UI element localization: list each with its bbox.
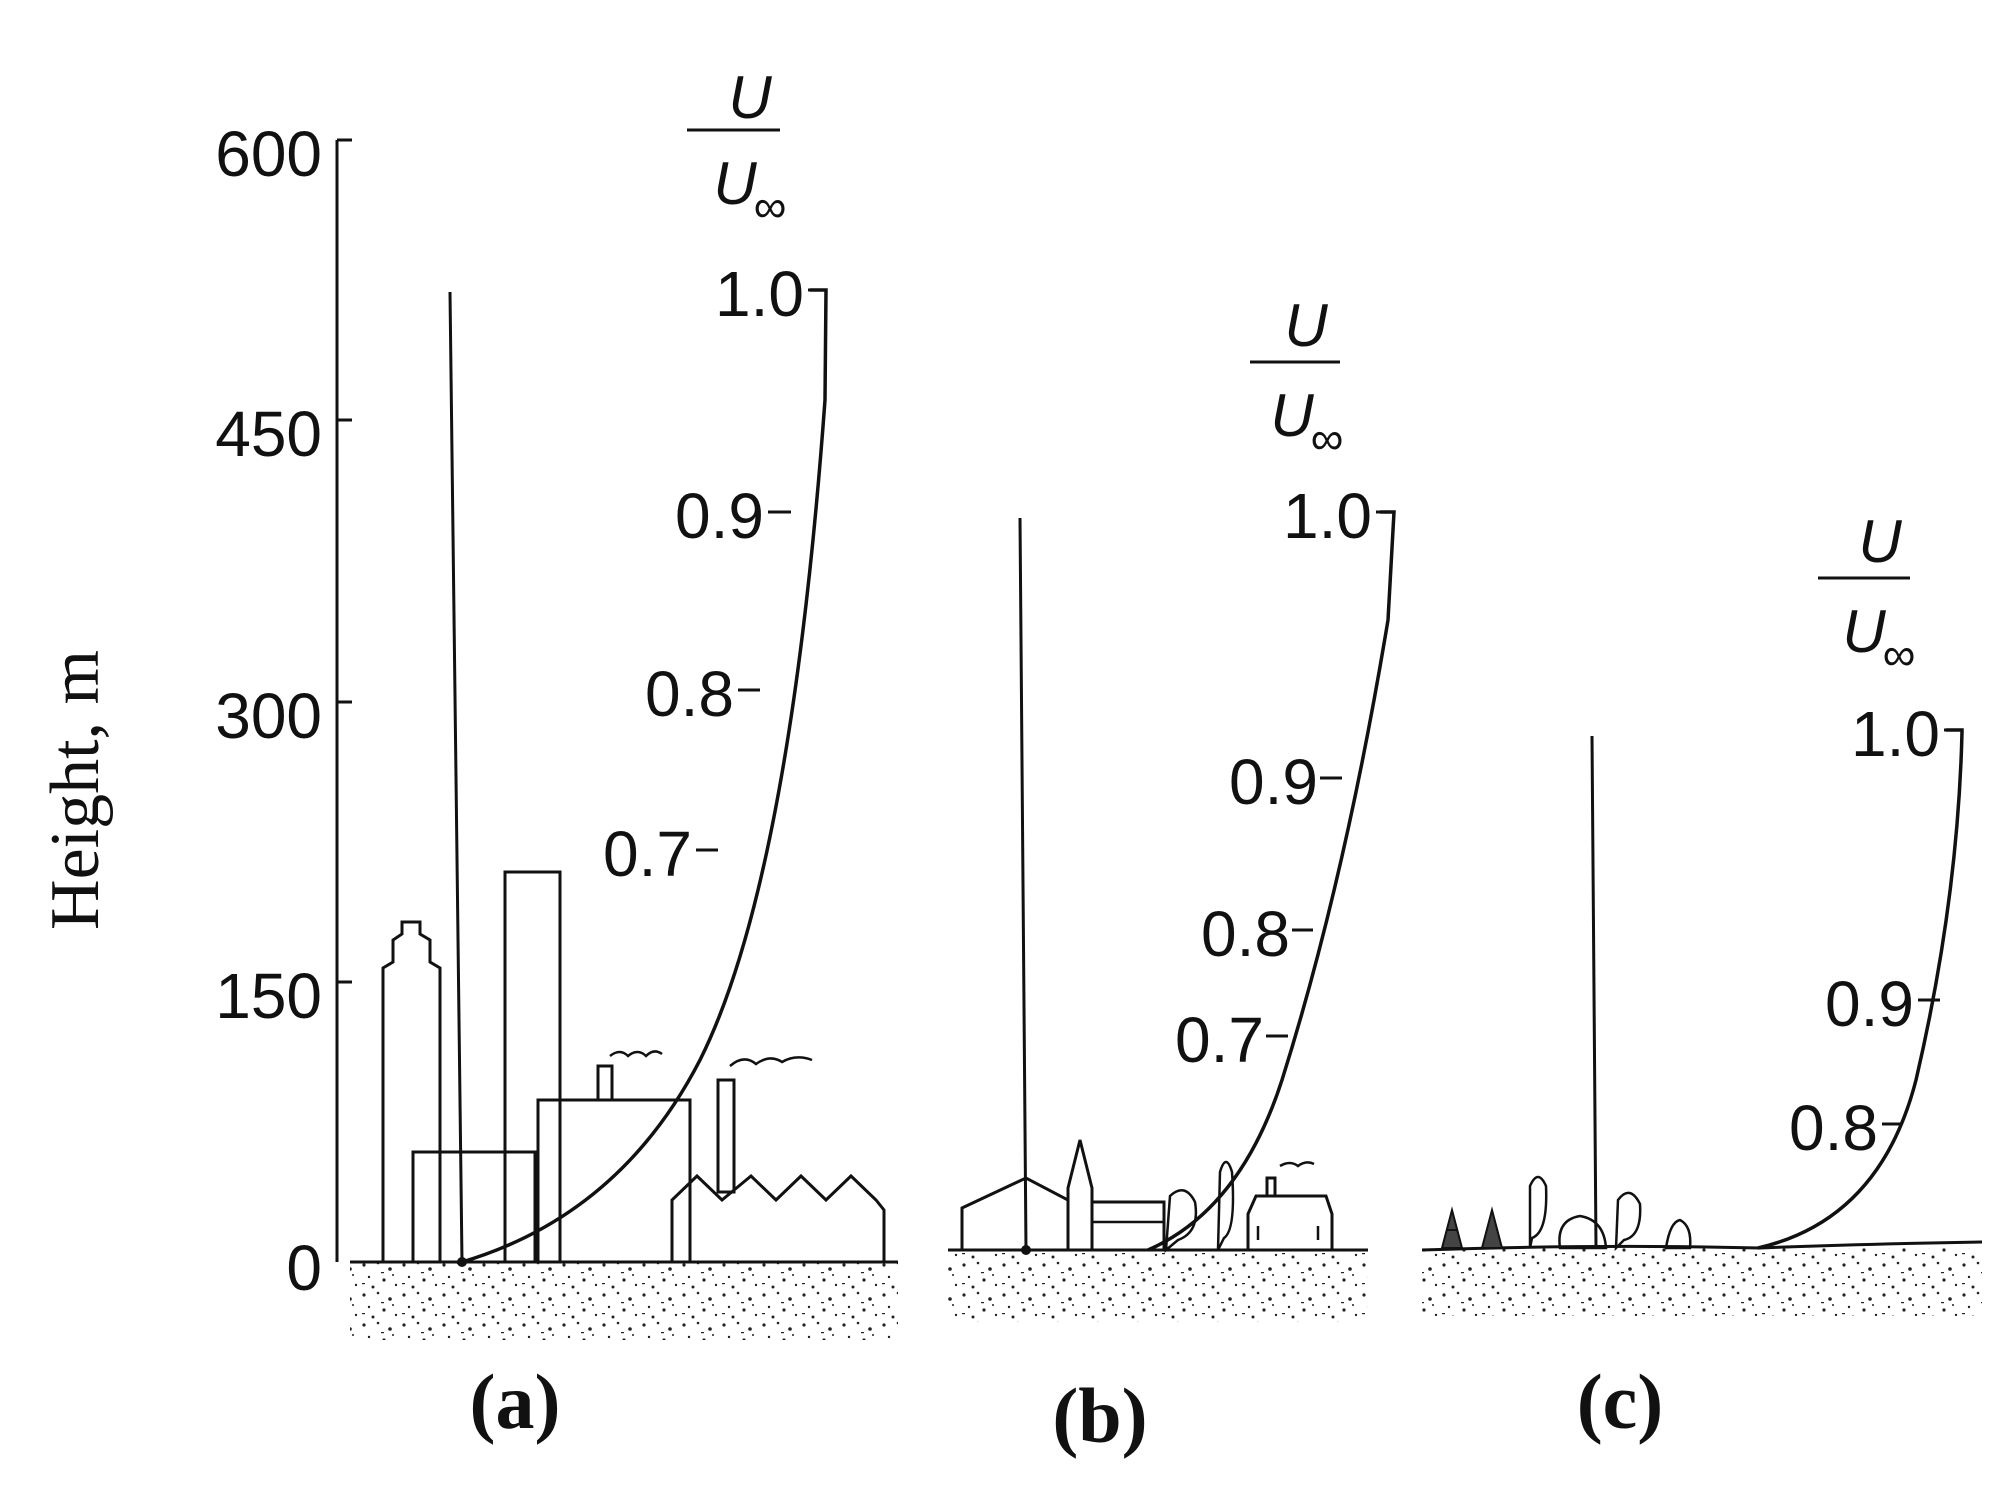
panel-a: 1.0 0.9 0.8 0.7 U U ∞ (a)	[350, 64, 898, 1445]
curve-label-c-0.8: 0.8	[1789, 1092, 1878, 1164]
ratio-denominator-b: U	[1270, 382, 1314, 449]
ratio-label-b: U U ∞	[1250, 292, 1343, 464]
curve-label-c-1.0: 1.0	[1851, 698, 1940, 770]
velocity-profile-b	[1147, 510, 1396, 1252]
conifer-tree-1	[1440, 1206, 1464, 1249]
cottage-chimney	[1265, 1176, 1277, 1198]
ratio-denominator-a: U	[713, 150, 757, 217]
sawtooth-factory-roof	[670, 1173, 886, 1262]
house-left	[960, 1176, 1070, 1250]
cottage	[1246, 1194, 1334, 1250]
ratio-numerator-b: U	[1284, 292, 1328, 359]
mast-base-b	[1021, 1245, 1031, 1255]
ratio-label-c: U U ∞	[1818, 508, 1915, 680]
y-axis: 600 450 300 150 0 Height, m	[37, 118, 352, 1304]
panel-label-c: (c)	[1577, 1358, 1664, 1445]
bush-c2	[1558, 1214, 1608, 1250]
city-buildings	[381, 870, 886, 1264]
cottage-windows	[1256, 1226, 1320, 1240]
ratio-label-a: U U ∞	[687, 64, 786, 232]
panel-b: 1.0 0.9 0.8 0.7 U U ∞ (b)	[948, 292, 1396, 1459]
low-block-building	[411, 1150, 537, 1264]
tree-round-c3	[1614, 1191, 1642, 1252]
ground-soil-b	[948, 1250, 1368, 1322]
tall-stepped-tower	[381, 920, 442, 1262]
y-axis-label: Height, m	[37, 650, 114, 930]
tree-small-c4	[1664, 1218, 1692, 1250]
panel-label-b: (b)	[1052, 1372, 1147, 1459]
curve-label-b-1.0: 1.0	[1283, 480, 1372, 552]
velocity-profile-c	[1757, 728, 1964, 1250]
ratio-denominator-c: U	[1842, 598, 1886, 665]
mast-a	[448, 291, 464, 1263]
curve-label-b-0.8: 0.8	[1201, 898, 1290, 970]
y-tick-label-450: 450	[215, 398, 322, 470]
suburban-buildings	[960, 1139, 1334, 1253]
ground-soil-a	[350, 1262, 898, 1340]
curve-label-b-0.9: 0.9	[1229, 746, 1318, 818]
y-tick-label-600: 600	[215, 118, 322, 190]
panel-c: 1.0 0.9 0.8 U U ∞ (c)	[1421, 508, 1983, 1445]
velocity-profile-a	[461, 288, 828, 1264]
tree-tall-b2	[1216, 1160, 1235, 1251]
conifer-tree-2	[1480, 1206, 1504, 1249]
smoke-tall	[729, 1056, 813, 1067]
mast-b	[1018, 517, 1028, 1251]
cottage-smoke	[1279, 1161, 1315, 1168]
tree-tall-c1	[1528, 1175, 1548, 1249]
factory-chimney-small	[596, 1064, 614, 1102]
y-tick-label-0: 0	[286, 1232, 322, 1304]
ground-soil-c	[1422, 1248, 1982, 1316]
church-steeple	[1066, 1139, 1094, 1252]
panel-label-a: (a)	[470, 1358, 561, 1445]
curve-label-a-0.8: 0.8	[645, 658, 734, 730]
ratio-numerator-a: U	[728, 64, 772, 131]
ratio-numerator-c: U	[1858, 508, 1902, 575]
tree-round-b1	[1164, 1189, 1198, 1253]
smoke-small	[609, 1050, 663, 1058]
y-tick-label-300: 300	[215, 680, 322, 752]
ground-line-c	[1421, 1240, 1983, 1252]
mast-c	[1590, 735, 1598, 1249]
skyscraper	[503, 870, 562, 1264]
curve-label-b-0.7: 0.7	[1175, 1004, 1264, 1076]
ratio-subscript-a: ∞	[754, 180, 787, 232]
curve-label-a-1.0: 1.0	[715, 258, 804, 330]
curve-label-a-0.9: 0.9	[675, 480, 764, 552]
ratio-subscript-c: ∞	[1883, 628, 1916, 680]
curve-label-c-0.9: 0.9	[1825, 968, 1914, 1040]
curve-label-a-0.7: 0.7	[603, 818, 692, 890]
y-tick-label-150: 150	[215, 960, 322, 1032]
tall-chimney	[716, 1078, 736, 1194]
church-nave	[1090, 1200, 1166, 1252]
ratio-subscript-b: ∞	[1311, 412, 1344, 464]
rural-trees	[1440, 1175, 1692, 1252]
